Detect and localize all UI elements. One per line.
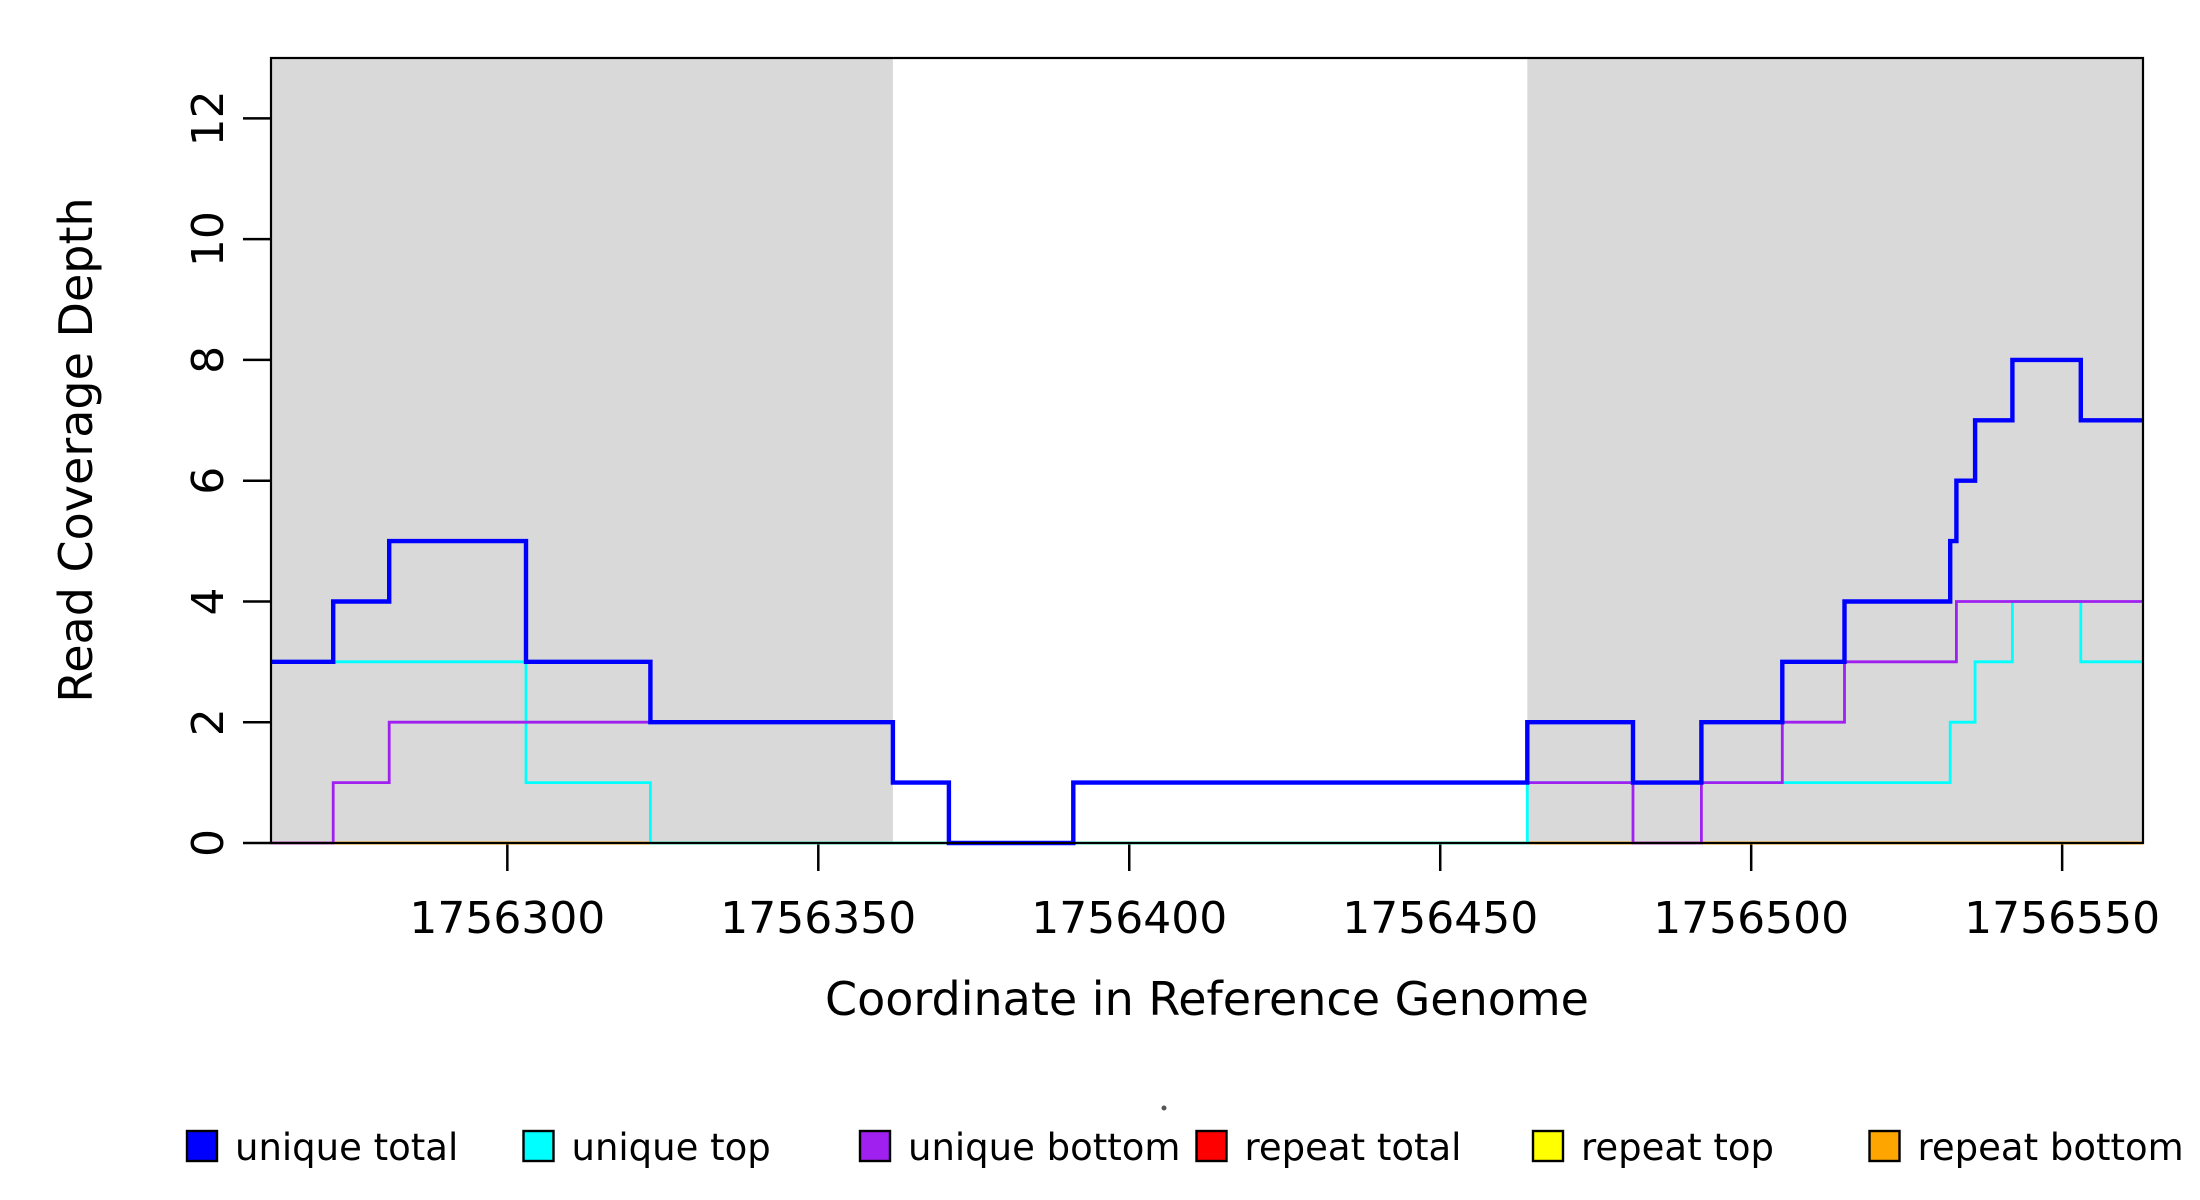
x-axis-title: Coordinate in Reference Genome xyxy=(825,972,1589,1026)
series-line-unique-total xyxy=(271,357,2143,846)
x-tick-label: 1756500 xyxy=(1653,893,1849,944)
y-tick-label: 12 xyxy=(183,90,234,146)
x-tick-label: 1756450 xyxy=(1342,893,1538,944)
y-tick-label: 2 xyxy=(183,708,234,736)
legend-label: repeat top xyxy=(1581,1126,1774,1169)
legend: unique total unique top unique bottom repea… xyxy=(185,1126,2184,1169)
x-tick-label: 1756300 xyxy=(409,893,605,944)
y-axis-title: Read Coverage Depth xyxy=(49,197,103,702)
legend-swatch xyxy=(1868,1129,1901,1163)
legend-swatch xyxy=(1195,1129,1228,1163)
x-tick-label: 1756350 xyxy=(720,893,916,944)
legend-swatch xyxy=(522,1129,555,1163)
shaded-region-0 xyxy=(271,58,893,843)
shaded-region-1 xyxy=(1527,58,2143,843)
legend-swatch xyxy=(858,1129,892,1163)
legend-item-unique-bottom: unique bottom xyxy=(858,1126,1180,1169)
legend-item-repeat-total: repeat total xyxy=(1195,1126,1462,1169)
y-tick-label: 0 xyxy=(183,829,234,857)
legend-label: unique total xyxy=(235,1126,458,1169)
legend-item-repeat-top: repeat top xyxy=(1531,1126,1774,1169)
shaded-regions xyxy=(271,58,2143,843)
legend-item-repeat-bottom: repeat bottom xyxy=(1868,1126,2184,1169)
stray-dot-artifact xyxy=(1161,1105,1167,1111)
legend-item-unique-total: unique total xyxy=(185,1126,458,1169)
legend-swatch xyxy=(1531,1129,1565,1163)
legend-label: unique top xyxy=(572,1126,771,1169)
plot-box xyxy=(269,56,2145,845)
x-tick-label: 1756550 xyxy=(1964,893,2160,944)
legend-swatch xyxy=(185,1129,219,1163)
legend-label: unique bottom xyxy=(908,1126,1180,1169)
y-tick-label: 8 xyxy=(183,346,234,374)
axes: 1756300 1756350 1756400 1756450 1756500 17565… xyxy=(183,90,2160,944)
plot-border xyxy=(269,56,2145,845)
y-tick-label: 6 xyxy=(183,467,234,495)
y-tick-label: 4 xyxy=(183,587,234,615)
legend-item-unique-top: unique top xyxy=(522,1126,771,1169)
x-tick-label: 1756400 xyxy=(1031,893,1227,944)
legend-label: repeat bottom xyxy=(1918,1126,2184,1169)
legend-label: repeat total xyxy=(1245,1126,1462,1169)
y-tick-label: 10 xyxy=(183,211,234,267)
